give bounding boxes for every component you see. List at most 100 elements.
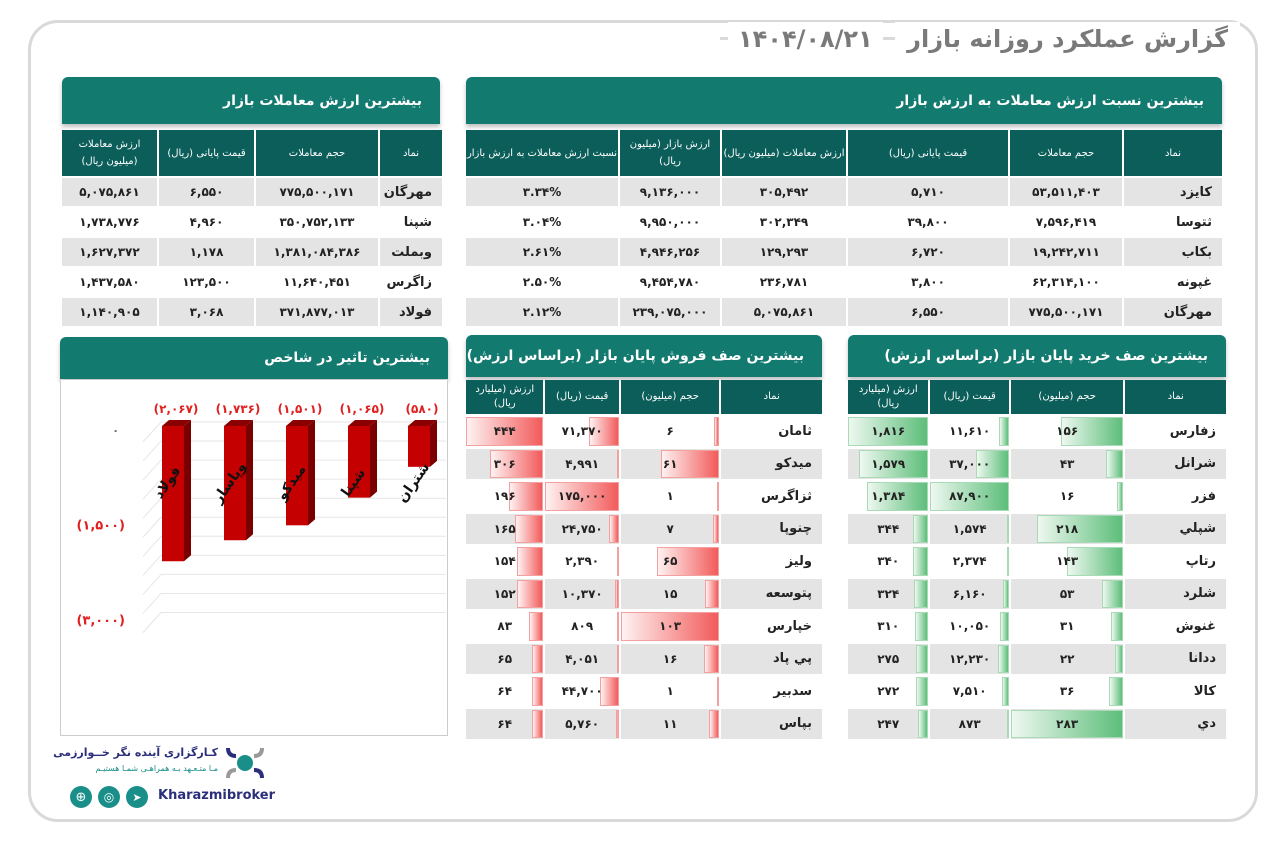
bar-top-face [224, 420, 253, 426]
table-row: رتاپ ۱۴۳ ۲,۳۷۴ ۳۴۰ [848, 546, 1226, 577]
value-cell: ۱۴۳ [1011, 546, 1124, 577]
cell-text: ۵۳,۵۱۱,۴۰۳ [1032, 185, 1100, 199]
value-bar [466, 417, 544, 446]
cell-text: ۳۷۱,۸۷۷,۰۱۳ [279, 305, 355, 319]
cell-text: ۶۵ [497, 651, 513, 666]
value-bar [712, 514, 720, 543]
cell-text: ۶۴ [497, 684, 513, 699]
value-cell: ۶۵ [621, 546, 720, 577]
value-cell: ۲۳۶,۷۸۱ [722, 268, 846, 296]
gridline-depth [142, 516, 162, 538]
cell-text: ۱۲,۲۳۰ [949, 651, 991, 666]
value-bar [1006, 547, 1009, 576]
value-cell: ۱۵ [620, 578, 720, 609]
cell-text: ۵,۰۷۵,۸۶۱ [753, 305, 815, 319]
value-cell: ۳.۰۴% [466, 208, 618, 236]
cell-text: دي [1197, 716, 1216, 732]
buy-queue-banner: بیشترین صف خرید پایان بازار (براساس ارزش… [848, 335, 1226, 377]
cell-text: غپونه [1176, 274, 1212, 290]
value-cell: ۲۸۳ [1010, 708, 1124, 739]
table-row: ولیز ۶۵ ۲,۳۹۰ ۱۵۴ [466, 546, 822, 577]
table-row: خپارس ۱۰۳ ۸۰۹ ۸۳ [466, 611, 822, 642]
company-slogan: مـا متـعـهد بـه همراهـی شمـا هستیـم [95, 764, 218, 773]
cell-text: فولاد [398, 304, 432, 320]
cell-text: ۳۰۵,۴۹۲ [759, 185, 809, 199]
symbol-cell: ثتوسا [1124, 208, 1222, 236]
cell-text: ۳۲۴ [877, 586, 900, 601]
symbol-cell: کایزد [1124, 178, 1222, 206]
symbol-cell: چنوپا [721, 513, 822, 544]
table-row: ثامان ۶ ۷۱,۳۷۰ ۴۴۴ [466, 416, 822, 447]
sell-queue-table: نماد حجم (میلیون) قیمت (ریال) ارزش (میلیارد… [464, 378, 824, 741]
report-date: ۱۴۰۴/۰۸/۲۱ [738, 25, 873, 53]
value-cell: ۳.۳۴% [466, 178, 618, 206]
value-cell: ۷۱,۳۷۰ [545, 416, 619, 447]
value-bar [913, 547, 929, 576]
cell-text: پي پاد [773, 651, 812, 667]
value-cell: ۳۰۶ [466, 448, 544, 479]
website-globe-icon[interactable]: ⊕ [70, 786, 92, 808]
cell-text: ۱۹,۲۴۲,۷۱۱ [1032, 245, 1100, 259]
telegram-icon[interactable]: ➤ [126, 786, 148, 808]
column-header: نماد [1125, 380, 1226, 414]
cell-text: سدبیر [773, 683, 812, 699]
symbol-cell: سدبیر [721, 676, 822, 707]
value-bar [914, 579, 929, 608]
value-cell: ۳۰۵,۴۹۲ [722, 178, 846, 206]
table-row: کایزد ۵۳,۵۱۱,۴۰۳ ۵,۷۱۰ ۳۰۵,۴۹۲ ۹,۱۳۶,۰۰۰ ۳.۳۴… [466, 178, 1222, 206]
value-cell: ۴,۹۴۶,۲۵۶ [620, 238, 720, 266]
value-bar [657, 547, 720, 576]
cell-text: ۷,۵۹۶,۴۱۹ [1035, 215, 1097, 229]
cell-text: ۱۵۶ [1056, 424, 1079, 439]
symbol-cell: ثزاگرس [721, 481, 822, 512]
symbol-cell: فزر [1125, 481, 1226, 512]
bar-top-face [408, 420, 437, 426]
instagram-icon[interactable]: ◎ [98, 786, 120, 808]
value-cell: ۵۳ [1010, 578, 1124, 609]
cell-text: زفارس [1169, 423, 1216, 439]
bar-side-face [246, 420, 253, 541]
bar-side-face [370, 420, 377, 498]
cell-text: ۲۲ [1059, 651, 1075, 666]
cell-text: ۱,۶۲۷,۳۷۲ [79, 245, 140, 259]
report-date-wrap: ۱۴۰۴/۰۸/۲۱ [728, 22, 883, 56]
value-bar [616, 644, 619, 673]
chart-svg: ۰(۱,۵۰۰)(۳,۰۰۰)(۲,۰۶۷)فولاد(۱,۷۳۶)وپاسار… [76, 402, 446, 633]
cell-text: ۶ [666, 424, 674, 439]
value-cell: ۶۴ [466, 708, 544, 739]
gridline-depth [142, 478, 162, 500]
value-bar [608, 514, 619, 543]
value-cell: ۱,۶۲۷,۳۷۲ [62, 238, 157, 266]
bar-value-label: (۱,۷۳۶) [216, 402, 261, 416]
social-handle[interactable]: Kharazmibroker [158, 788, 276, 803]
cell-text: ۲.۵۰% [522, 275, 562, 289]
cell-text: ۲,۳۷۴ [952, 554, 987, 569]
value-bar [1066, 547, 1124, 576]
value-cell: ۶۵ [466, 643, 544, 674]
value-cell: ۱۶ [620, 643, 720, 674]
value-cell: ۲۴,۷۵۰ [545, 513, 619, 544]
value-bar [916, 677, 929, 706]
value-cell: ۴,۹۹۱ [545, 448, 619, 479]
value-bar [1002, 677, 1009, 706]
value-cell: ۳۰۲,۳۴۹ [722, 208, 846, 236]
value-cell: ۳۶ [1011, 676, 1124, 707]
cell-text: ۹,۱۳۶,۰۰۰ [639, 185, 701, 199]
value-cell: ۵,۷۱۰ [848, 178, 1008, 206]
cell-text: ثامان [778, 423, 812, 439]
value-bar [999, 612, 1009, 641]
value-bar [1003, 579, 1009, 608]
column-header: ارزش معاملات (میلیون ریال) [722, 130, 846, 176]
cell-text: بکاب [1181, 244, 1212, 260]
symbol-cell: پي پاد [721, 643, 822, 674]
value-cell: ۱۲۹,۲۹۳ [722, 238, 846, 266]
cell-text: ۶,۵۵۰ [189, 185, 224, 199]
column-header: نماد [721, 380, 822, 414]
cell-text: ۳۰۲,۳۴۹ [759, 215, 809, 229]
gridline-depth [142, 497, 162, 519]
table-row: وبملت ۱,۳۸۱,۰۸۴,۳۸۶ ۱,۱۷۸ ۱,۶۲۷,۳۷۲ [62, 238, 442, 266]
value-bar [516, 547, 544, 576]
cell-text: فزر [1191, 488, 1216, 504]
index-impact-chart: ۰ (۱,۵۰۰) (۳,۰۰۰) (۲,۰۶۷) فولاد (۱,۷۳۶) وپاسار… [60, 380, 448, 736]
value-bar [1006, 514, 1009, 543]
